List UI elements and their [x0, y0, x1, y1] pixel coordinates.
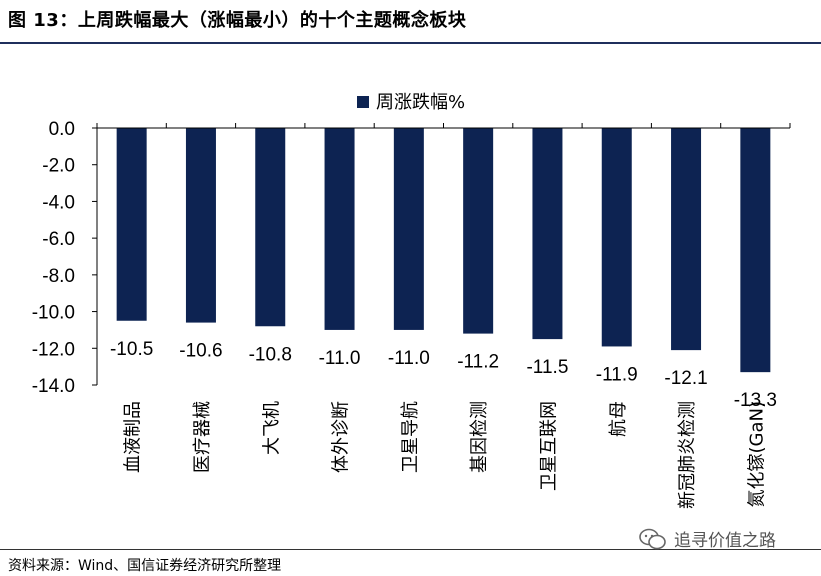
- category-label: 新冠肺炎检测: [677, 401, 698, 509]
- bar: [255, 128, 286, 327]
- y-tick-label: -10.0: [32, 303, 75, 324]
- data-label: -10.5: [110, 339, 153, 360]
- category-label: 卫星导航: [400, 401, 421, 473]
- source-rule: [0, 549, 821, 550]
- bar: [740, 128, 771, 373]
- watermark: 追寻价值之路: [638, 526, 776, 551]
- source-note: 资料来源：Wind、国信证券经济研究所整理: [8, 558, 282, 574]
- figure-title: 图 13：上周跌幅最大（涨幅最小）的十个主题概念板块: [8, 10, 467, 31]
- bar: [671, 128, 702, 351]
- legend-label: 周涨跌幅%: [376, 92, 465, 113]
- category-label: 血液制品: [123, 401, 144, 473]
- category-label: 大飞机: [261, 401, 282, 455]
- bar: [324, 128, 355, 330]
- data-label: -11.0: [319, 348, 361, 369]
- y-tick-label: -8.0: [42, 266, 75, 287]
- y-tick-label: -6.0: [42, 229, 75, 250]
- data-label: -10.6: [179, 341, 222, 362]
- category-label: 卫星互联网: [538, 401, 559, 491]
- data-label: -11.0: [388, 348, 430, 369]
- bar: [532, 128, 563, 340]
- legend-swatch: [357, 96, 369, 108]
- wechat-icon: [639, 528, 666, 549]
- y-tick-label: -2.0: [42, 156, 75, 177]
- category-label: 基因检测: [469, 401, 490, 473]
- watermark-text: 追寻价值之路: [674, 531, 776, 551]
- data-label: -12.1: [664, 368, 707, 389]
- bar: [116, 128, 147, 321]
- category-label: 氮化镓(GaN): [746, 401, 767, 508]
- y-tick-label: 0.0: [49, 119, 75, 140]
- data-label: -11.9: [596, 364, 638, 385]
- bar-chart: 周涨跌幅% -10.5 -10.6 -10.8 -11.0 -11.0 -11.2 -11.5…: [32, 92, 791, 509]
- data-label: -11.5: [526, 357, 568, 378]
- y-tick-label: -14.0: [32, 376, 75, 397]
- bar: [463, 128, 494, 334]
- bar: [185, 128, 216, 323]
- data-label: -10.8: [249, 344, 292, 365]
- y-tick-label: -4.0: [42, 192, 75, 213]
- y-tick-label: -12.0: [32, 339, 75, 360]
- bar: [601, 128, 632, 347]
- data-label: -13.3: [734, 390, 777, 411]
- category-label: 医疗器械: [192, 401, 213, 473]
- category-label: 体外诊断: [331, 401, 352, 473]
- data-label: -11.2: [457, 352, 499, 373]
- bar: [393, 128, 424, 330]
- title-rule: [0, 42, 821, 44]
- category-label: 航母: [608, 401, 629, 437]
